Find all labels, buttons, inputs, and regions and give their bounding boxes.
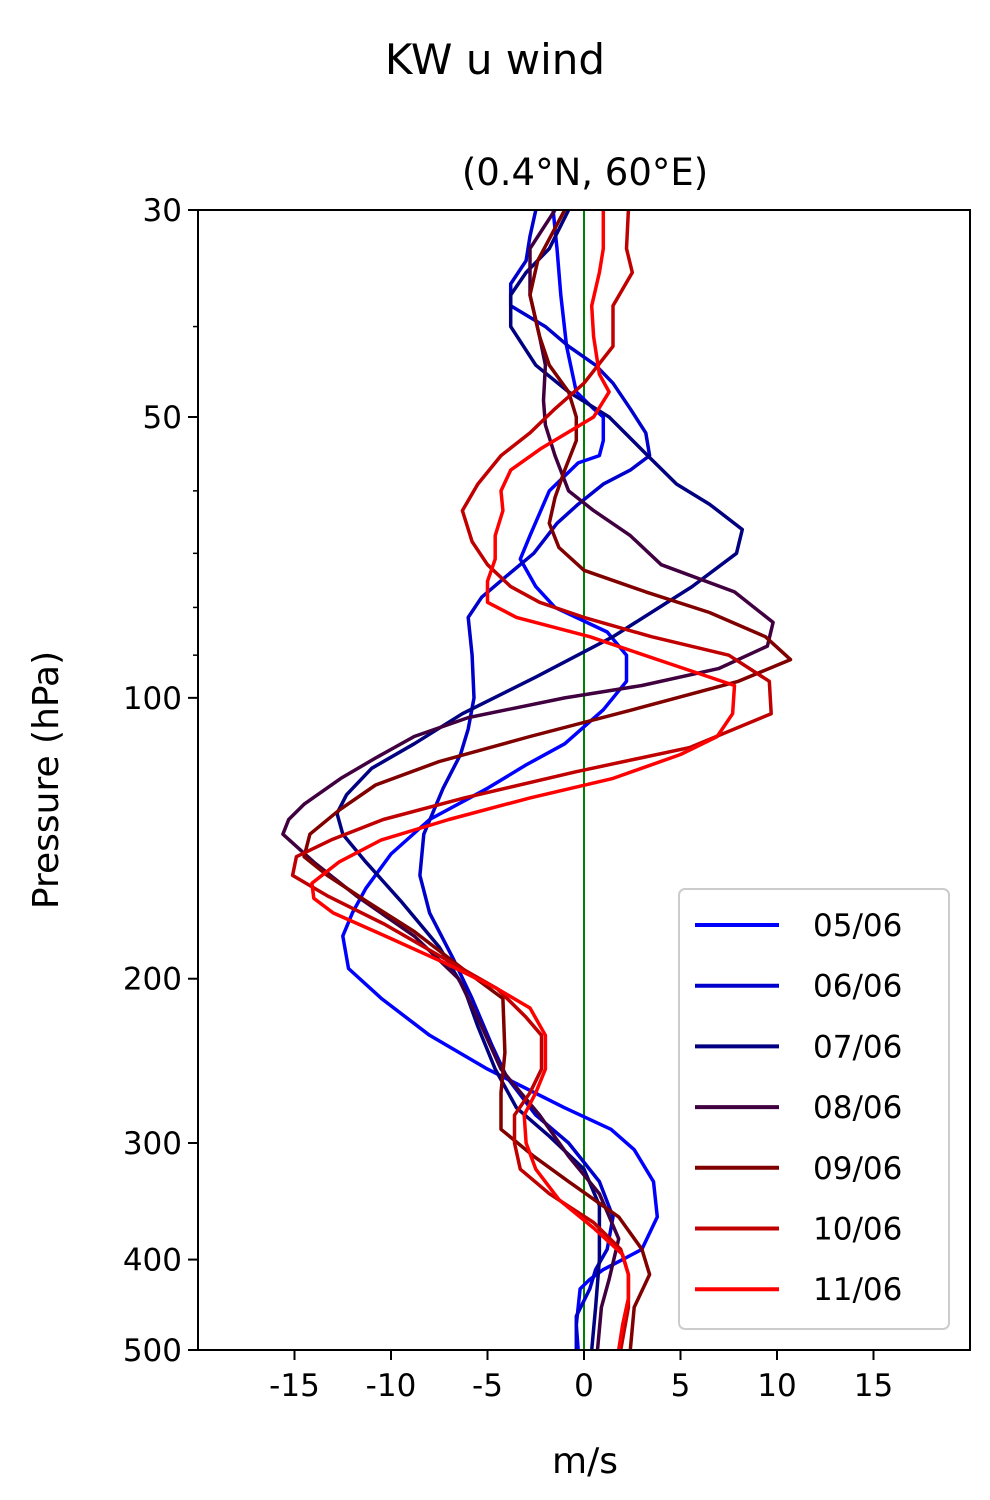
legend-label: 06/06 <box>813 969 902 1005</box>
x-tick-label: 10 <box>757 1368 796 1404</box>
x-tick-label: -10 <box>366 1368 417 1404</box>
y-axis-label: Pressure (hPa) <box>26 651 67 909</box>
legend-label: 09/06 <box>813 1151 902 1187</box>
y-tick-label: 30 <box>143 193 182 229</box>
y-axis-ticks: 30 50 100 200 300 400 500 <box>123 193 198 1369</box>
y-tick-label: 300 <box>123 1126 182 1162</box>
legend-label: 11/06 <box>813 1272 902 1308</box>
legend-label: 07/06 <box>813 1029 902 1065</box>
series-line <box>290 210 773 1350</box>
legend-label: 10/06 <box>813 1212 902 1248</box>
x-tick-label: 15 <box>854 1368 893 1404</box>
y-tick-label: 500 <box>123 1333 182 1369</box>
series-line <box>418 210 652 1350</box>
plot-frame <box>197 209 971 1351</box>
x-tick-label: 5 <box>671 1368 691 1404</box>
y-tick-label: 100 <box>123 681 182 717</box>
chart-subtitle: (0.4°N, 60°E) <box>462 151 708 194</box>
series-line <box>281 210 775 1350</box>
x-axis-ticks: -15 -10 -5 0 5 10 15 <box>269 1350 893 1404</box>
legend-label: 08/06 <box>813 1090 902 1126</box>
x-tick-label: -5 <box>472 1368 503 1404</box>
x-tick-label: 0 <box>574 1368 594 1404</box>
y-tick-label: 50 <box>143 400 182 436</box>
series-line <box>335 210 745 1350</box>
series-lines <box>281 210 793 1350</box>
chart-title: KW u wind <box>385 35 605 84</box>
x-axis-label: m/s <box>552 1441 618 1482</box>
series-line <box>310 210 737 1350</box>
legend: 05/06 06/06 07/06 08/06 09/06 10/06 11/06 <box>678 888 950 1330</box>
legend-label: 05/06 <box>813 908 902 944</box>
y-tick-label: 200 <box>123 962 182 998</box>
y-tick-label: 400 <box>123 1243 182 1279</box>
legend-frame <box>678 888 950 1330</box>
series-line <box>341 210 660 1350</box>
x-tick-label: -15 <box>269 1368 320 1404</box>
